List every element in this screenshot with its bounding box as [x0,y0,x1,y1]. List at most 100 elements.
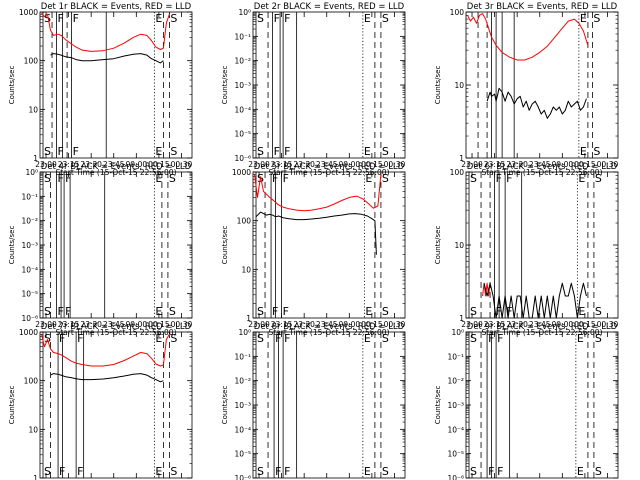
event-marker-label: E [365,172,372,185]
y-tick-label: 1 [459,154,464,163]
y-tick-label: 10⁻¹ [447,352,464,361]
event-marker-label: E [580,12,587,25]
event-marker-label: F [77,332,83,345]
event-marker-label: F [506,172,512,185]
x-tick-label: 00:30 [597,320,619,329]
event-marker-label: E [364,12,371,25]
event-marker-label: F [77,465,83,478]
y-tick-label: 1000 [19,8,38,17]
y-axis-label: Counts/sec [434,66,442,105]
event-marker-label: E [580,145,587,158]
event-marker-label: S [170,332,177,345]
x-tick-label: 23:00 [248,160,270,169]
event-marker-label: S [257,12,264,25]
x-tick-label: 23:00 [35,320,57,329]
x-tick-label: 23:15 [271,320,293,329]
event-marker-label: S [169,172,176,185]
event-marker-label: F [73,12,79,25]
y-tick-label: 10⁻³ [447,401,464,410]
y-tick-label: 1 [33,154,38,163]
event-marker-label: S [44,12,51,25]
event-marker-label: S [170,12,177,25]
y-tick-label: 1000 [19,328,38,337]
y-tick-label: 10⁻⁴ [21,265,38,274]
event-marker-label: S [170,465,177,478]
panel-title: Det 7r BLACK = Events, RED = LLD [41,322,192,332]
y-axis-label: Counts/sec [8,226,16,265]
y-tick-label: 10⁰ [238,328,251,337]
plot-frame [39,11,193,159]
x-tick-label: 23:00 [461,160,483,169]
x-tick-label: 00:00 [339,320,361,329]
y-tick-label: 1000 [232,168,251,177]
event-marker-label: S [44,172,51,185]
x-axis-label: Start Time (15-Oct-15 22:56:00) [268,328,389,337]
y-tick-label: 10⁻² [21,217,38,226]
y-tick-label: 100 [450,8,465,17]
event-marker-label: S [44,305,51,318]
event-marker-label: S [170,145,177,158]
y-tick-label: 10⁻⁴ [234,105,251,114]
x-tick-label: 23:45 [529,160,551,169]
plot-frame [39,331,193,479]
x-tick-label: 00:15 [574,320,596,329]
event-marker-label: S [382,465,389,478]
event-marker-label: E [364,465,371,478]
y-tick-label: 10⁻⁶ [21,314,38,323]
x-tick-label: 23:15 [484,160,506,169]
y-tick-label: 1 [33,474,38,480]
x-axis-label: Start Time (15-Oct-15 22:56:00) [268,168,389,177]
event-marker-label: F [65,172,71,185]
panel-title: Det 6r BLACK = Events, RED = LLD [467,162,618,172]
y-tick-label: 10 [454,241,464,250]
y-tick-label: 100 [450,168,465,177]
panel-det-5: Det 5r BLACK = Events, RED = LLD 1 10 100 10… [221,162,405,337]
event-marker-label: F [284,12,290,25]
panel-det-8: Det 8r BLACK = Events, RED = LLD 10⁻⁶ 10⁻⁵… [221,322,406,480]
event-marker-label: S [593,145,600,158]
panel-det-7: Det 7r BLACK = Events, RED = LLD 1 10 100 10… [8,322,193,480]
x-axis-label: Start Time (15-Oct-15 22:56:00) [55,168,176,177]
y-tick-label: 10⁰ [451,328,464,337]
event-marker-label: E [155,145,162,158]
y-tick-label: 10⁰ [238,8,251,17]
event-marker-label: E [365,305,372,318]
y-tick-label: 10⁻² [234,57,251,66]
panel-title: Det 4r BLACK = Events, RED = LLD [41,162,192,172]
y-tick-label: 10⁻³ [234,81,251,90]
series-line-lld [41,333,170,367]
y-tick-label: 100 [24,377,39,386]
x-tick-label: 23:30 [80,320,102,329]
event-marker-label: F [58,12,64,25]
x-tick-label: 23:00 [35,160,57,169]
y-tick-label: 1 [246,314,251,323]
series-line-events [486,87,587,119]
event-marker-label: E [155,465,162,478]
x-tick-label: 23:15 [58,320,80,329]
event-marker-label: S [470,172,477,185]
event-marker-label: S [382,12,389,25]
x-tick-label: 23:45 [103,320,125,329]
x-tick-label: 23:00 [248,320,270,329]
x-axis-label: Start Time (15-Oct-15 22:56:00) [55,328,176,337]
x-axis-label: Start Time (15-Oct-15 22:56:00) [481,168,602,177]
event-marker-label: S [257,332,264,345]
x-tick-label: 23:45 [316,320,338,329]
panel-det-6: Det 6r BLACK = Events, RED = LLD11010023… [434,162,618,337]
y-tick-label: 10⁻² [447,377,464,386]
y-tick-label: 10⁻⁵ [234,130,251,139]
x-tick-label: 00:00 [339,160,361,169]
event-marker-label: S [44,332,51,345]
event-marker-label: F [497,332,503,345]
x-tick-label: 00:00 [126,160,148,169]
x-tick-label: 00:15 [148,320,170,329]
panel-det-2: Det 2r BLACK = Events, RED = LLD 10⁻⁶ 10⁻⁵… [221,2,405,177]
event-marker-label: S [257,465,264,478]
x-tick-label: 23:00 [461,320,483,329]
y-axis-label: Counts/sec [221,386,229,425]
x-tick-label: 00:15 [361,160,383,169]
panel-title: Det 1r BLACK = Events, RED = LLD [41,2,192,12]
event-marker-label: E [364,145,371,158]
x-tick-label: 00:00 [126,320,148,329]
